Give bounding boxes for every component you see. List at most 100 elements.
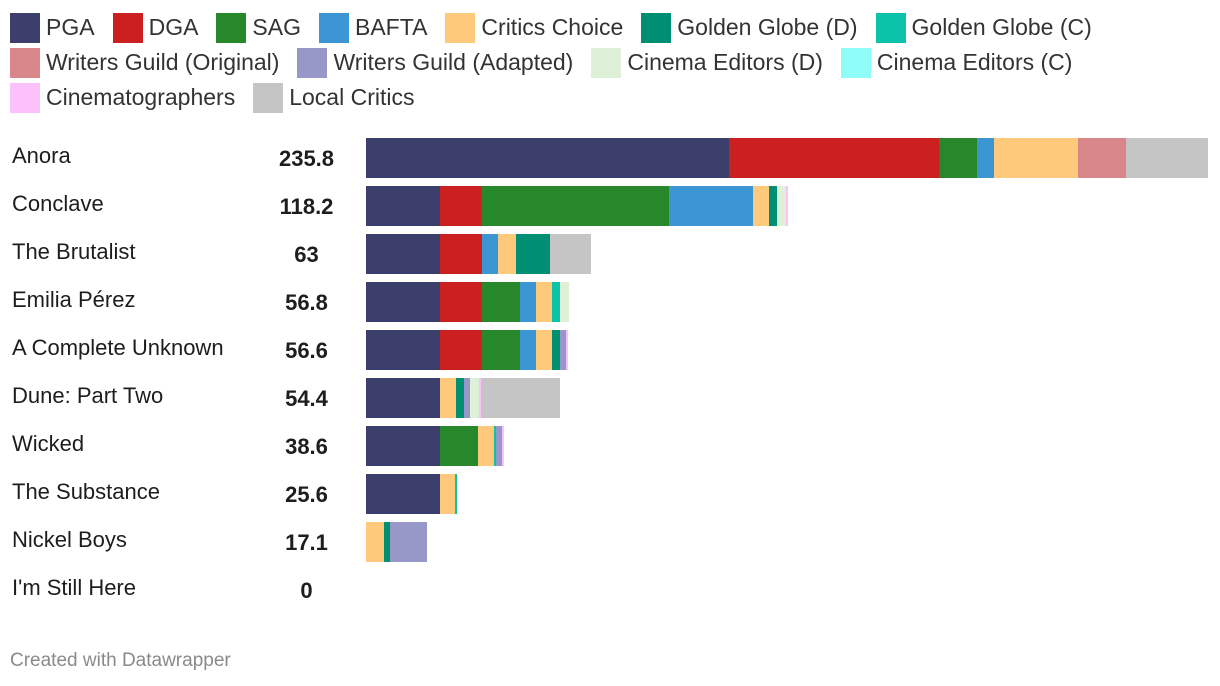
bar-segment-pga bbox=[366, 282, 440, 322]
legend-label: Writers Guild (Original) bbox=[46, 49, 280, 75]
bar-segment-cinematographers bbox=[565, 330, 569, 370]
bar-segment-dga bbox=[439, 234, 482, 274]
legend-label: SAG bbox=[252, 14, 301, 40]
legend-swatch bbox=[875, 12, 906, 43]
legend-swatch bbox=[641, 12, 672, 43]
bar-segment-dga bbox=[439, 330, 482, 370]
legend-swatch bbox=[840, 47, 871, 78]
legend-item-golden-globe-c: Golden Globe (C) bbox=[875, 12, 1092, 43]
bar-segment-pga bbox=[366, 234, 440, 274]
bar-segment-bafta bbox=[519, 282, 536, 322]
row-label: A Complete Unknown bbox=[12, 335, 224, 360]
credit-text: Created with Datawrapper bbox=[10, 650, 231, 671]
bar-segment-pga bbox=[366, 378, 440, 418]
row-total-label: 17.1 bbox=[285, 530, 328, 555]
row-total-label: 25.6 bbox=[285, 482, 328, 507]
bar-segment-cinematographers bbox=[478, 378, 481, 418]
bar-segment-cinema-editors-d bbox=[469, 378, 479, 418]
row-total-label: 0 bbox=[300, 578, 313, 603]
legend-item-critics-choice: Critics Choice bbox=[445, 12, 624, 43]
bar-segment-local-critics bbox=[480, 378, 561, 418]
bar-segment-sag bbox=[439, 426, 478, 466]
row-total-label: 56.6 bbox=[285, 338, 328, 363]
bar-segment-bafta bbox=[519, 330, 536, 370]
bar-segment-bafta bbox=[481, 234, 498, 274]
legend-swatch bbox=[10, 82, 40, 113]
row-total-label: 56.8 bbox=[285, 290, 328, 315]
legend-swatch bbox=[591, 47, 622, 78]
bar-segment-cinema-editors-d bbox=[559, 282, 569, 322]
bar-segment-cinematographers bbox=[501, 426, 504, 466]
legend-swatch bbox=[253, 82, 284, 113]
bar-segment-critics-choice bbox=[477, 426, 494, 466]
row-label: Anora bbox=[12, 143, 71, 168]
legend-swatch bbox=[216, 12, 247, 43]
legend-item-pga: PGA bbox=[10, 12, 95, 43]
legend-label: Critics Choice bbox=[481, 14, 624, 40]
bar-segment-dga bbox=[439, 282, 482, 322]
legend-item-dga: DGA bbox=[112, 12, 199, 43]
row-total-label: 235.8 bbox=[278, 146, 335, 171]
bar-segment-dga bbox=[728, 138, 939, 178]
bar-segment-cinema-editors-d bbox=[777, 186, 786, 226]
row-label: Dune: Part Two bbox=[12, 383, 164, 408]
row-total-label: 118.2 bbox=[279, 194, 334, 219]
bar-segment-golden-globe-d bbox=[769, 186, 777, 226]
bar-segment-golden-globe-c bbox=[493, 426, 496, 466]
row-label: The Brutalist bbox=[12, 239, 136, 264]
bar-segment-local-critics bbox=[549, 234, 591, 274]
bar-segment-critics-choice bbox=[366, 522, 384, 562]
legend-swatch bbox=[445, 12, 476, 43]
bar-segment-pga bbox=[366, 138, 729, 178]
bar-segment-bafta bbox=[976, 138, 995, 178]
legend-item-writers-guild-adapted: Writers Guild (Adapted) bbox=[297, 47, 574, 78]
legend-swatch bbox=[112, 12, 143, 43]
bar-segment-critics-choice bbox=[535, 282, 552, 322]
legend-item-cinema-editors-d: Cinema Editors (D) bbox=[591, 47, 823, 78]
bar-segment-golden-globe-d bbox=[383, 522, 390, 562]
row-total-label: 38.6 bbox=[285, 434, 328, 459]
row-label: Emilia Pérez bbox=[12, 287, 136, 312]
row-total-label: 54.4 bbox=[285, 386, 328, 411]
row-label: Nickel Boys bbox=[12, 527, 127, 552]
legend-swatch bbox=[319, 12, 349, 43]
bar-segment-writers-guild-adapted bbox=[389, 522, 428, 562]
legend-label: Local Critics bbox=[289, 84, 415, 110]
row-label: I'm Still Here bbox=[12, 575, 136, 600]
chart-legend: PGA DGA SAG BAFTA Critics Choice Golden Globe… bbox=[10, 10, 1210, 115]
legend-label: Golden Globe (C) bbox=[911, 14, 1092, 40]
bar-segment-local-critics bbox=[1126, 138, 1208, 178]
legend-swatch bbox=[297, 47, 328, 78]
bar-segment-sag bbox=[938, 138, 977, 178]
legend-item-golden-globe-d: Golden Globe (D) bbox=[641, 12, 858, 43]
legend-label: Cinematographers bbox=[46, 84, 236, 110]
bar-segment-critics-choice bbox=[535, 330, 552, 370]
legend-item-cinema-editors-c: Cinema Editors (C) bbox=[840, 47, 1073, 78]
bar-segment-writers-guild-adapted bbox=[559, 330, 566, 370]
bar-segment-golden-globe-d bbox=[455, 378, 464, 418]
bar-segment-writers-guild-original bbox=[1078, 138, 1127, 178]
bar-segment-cinematographers bbox=[785, 186, 789, 226]
bar-segment-sag bbox=[481, 282, 520, 322]
legend-label: DGA bbox=[148, 14, 199, 40]
bar-segment-critics-choice bbox=[439, 378, 456, 418]
legend-label: Cinema Editors (D) bbox=[627, 49, 823, 75]
legend-label: Cinema Editors (C) bbox=[876, 49, 1073, 75]
bar-segment-sag bbox=[481, 186, 670, 226]
bar-segment-bafta bbox=[669, 186, 754, 226]
legend-row: Cinematographers Local Critics bbox=[10, 80, 1210, 115]
bar-segment-critics-choice bbox=[497, 234, 516, 274]
bar-segment-dga bbox=[439, 186, 482, 226]
bar-segment-golden-globe-c bbox=[455, 474, 458, 514]
bar-segment-writers-guild-adapted bbox=[495, 426, 502, 466]
legend-label: Writers Guild (Adapted) bbox=[333, 49, 574, 75]
legend-item-bafta: BAFTA bbox=[319, 12, 427, 43]
bar-segment-pga bbox=[366, 474, 440, 514]
legend-item-sag: SAG bbox=[216, 12, 301, 43]
bar-segment-pga bbox=[366, 426, 440, 466]
legend-label: Golden Globe (D) bbox=[677, 14, 858, 40]
row-label: The Substance bbox=[12, 479, 160, 504]
row-label: Wicked bbox=[12, 431, 85, 456]
legend-label: PGA bbox=[46, 14, 95, 40]
bar-segment-sag bbox=[481, 330, 520, 370]
